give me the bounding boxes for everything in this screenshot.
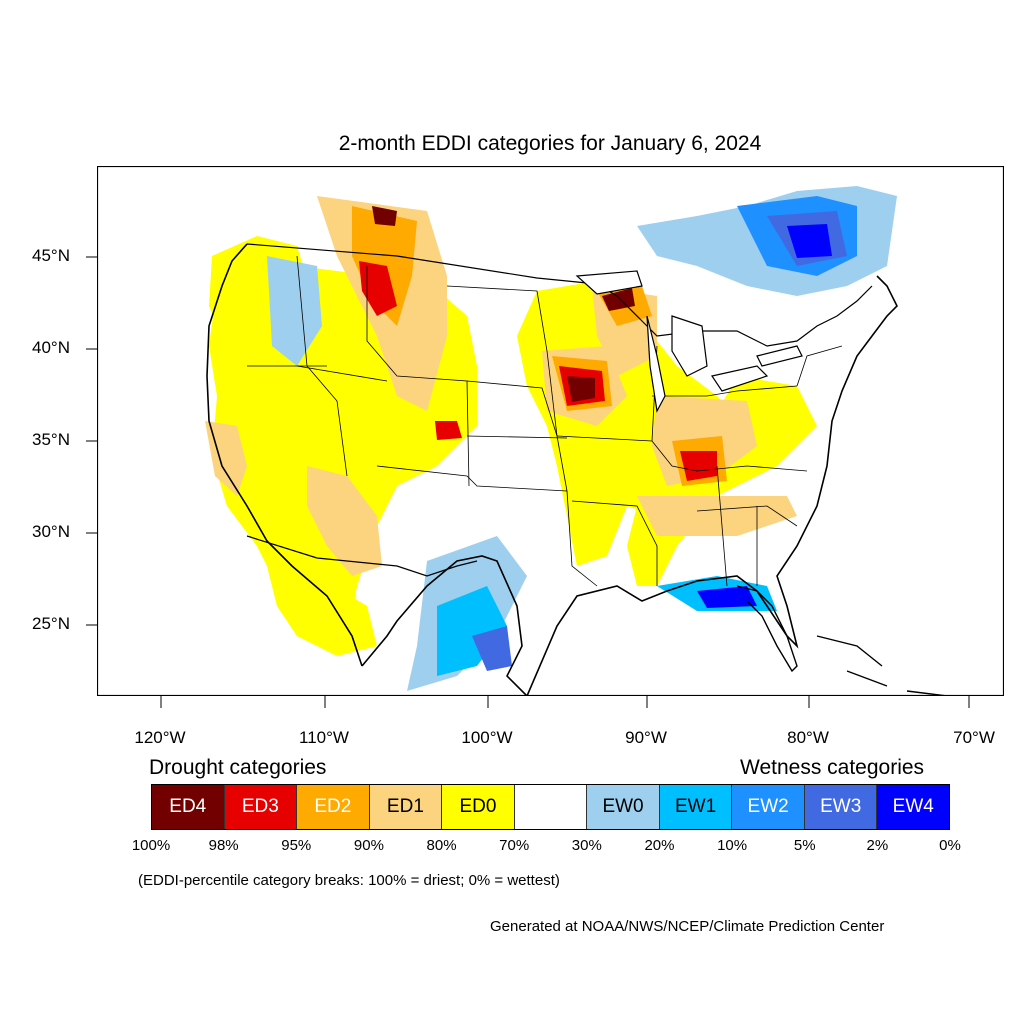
legend-cell-ew3: EW3 <box>804 785 878 829</box>
credit-line: Generated at NOAA/NWS/NCEP/Climate Predi… <box>490 918 885 935</box>
legend-cell-ed3: ED3 <box>224 785 298 829</box>
area-ed4-montana <box>372 206 397 226</box>
legend-cell-ew1: EW1 <box>659 785 733 829</box>
lon-label-120: 120°W <box>134 728 186 747</box>
legend-cell-ew0: EW0 <box>587 785 660 829</box>
area-ed1-southeast <box>637 496 797 536</box>
break-label: 100% <box>131 837 171 854</box>
conus-coastline <box>206 243 898 696</box>
area-ed4-iowa <box>567 376 595 402</box>
lon-label-110: 110°W <box>299 728 349 747</box>
us-mexico-border <box>246 535 478 577</box>
break-label: 80% <box>426 837 457 854</box>
break-label: 90% <box>353 837 384 854</box>
lon-label-100: 100°W <box>461 728 513 747</box>
legend-cell-neutral <box>514 785 588 829</box>
area-ed3-colorado <box>435 421 462 440</box>
map-title: 2-month EDDI categories for January 6, 2… <box>338 132 762 155</box>
lon-tick-marks <box>160 696 970 708</box>
area-ed1-california <box>205 421 247 496</box>
area-ed0-baja <box>267 566 377 656</box>
conus-landmass <box>247 176 977 356</box>
lat-label-30: 30°N <box>32 522 70 541</box>
lat-label-45: 45°N <box>32 246 70 265</box>
lat-label-25: 25°N <box>32 614 70 633</box>
great-lakes <box>575 270 803 413</box>
legend-cell-ed1: ED1 <box>369 785 443 829</box>
break-label: 10% <box>717 837 748 854</box>
break-label: 98% <box>208 837 239 854</box>
state-borders <box>247 255 843 587</box>
area-ew4-ontario <box>787 224 832 258</box>
legend-cell-ed2: ED2 <box>297 785 370 829</box>
category-legend: ED4 ED3 ED2 ED1 ED0 EW0 EW1 EW2 EW3 EW4 <box>151 784 950 830</box>
breaks-note: (EDDI-percentile category breaks: 100% =… <box>138 872 560 889</box>
lat-label-35: 35°N <box>32 430 70 449</box>
legend-cell-ed0: ED0 <box>442 785 515 829</box>
lon-label-70: 70°W <box>953 728 995 747</box>
break-label: 95% <box>281 837 312 854</box>
lon-label-80: 80°W <box>787 728 829 747</box>
break-label: 5% <box>793 837 816 854</box>
area-ew0-idaho <box>267 256 322 366</box>
break-label: 0% <box>939 837 961 854</box>
wetness-heading: Wetness categories <box>740 756 925 779</box>
area-ed3-kentucky <box>680 451 717 481</box>
break-label: 70% <box>499 837 530 854</box>
florida-outline <box>736 585 798 673</box>
area-ew4-florida-panhandle <box>697 586 757 608</box>
break-label: 30% <box>571 837 602 854</box>
break-label: 20% <box>644 837 675 854</box>
lat-label-40: 40°N <box>32 338 70 357</box>
eddi-map <box>97 166 1004 696</box>
lon-label-90: 90°W <box>625 728 667 747</box>
lat-tick-marks <box>86 256 98 626</box>
legend-cell-ew2: EW2 <box>732 785 805 829</box>
break-label: 2% <box>866 837 889 854</box>
legend-cell-ed4: ED4 <box>152 785 225 829</box>
caribbean-islands <box>816 635 948 696</box>
map-border <box>97 166 1004 696</box>
legend-cell-ew4: EW4 <box>877 785 950 829</box>
area-ew3-texas-coast <box>472 626 512 671</box>
area-ed1-southwest <box>307 466 382 576</box>
drought-heading: Drought categories <box>149 756 327 779</box>
area-ew1-texas <box>437 586 507 676</box>
area-ed3-montana <box>359 261 397 316</box>
